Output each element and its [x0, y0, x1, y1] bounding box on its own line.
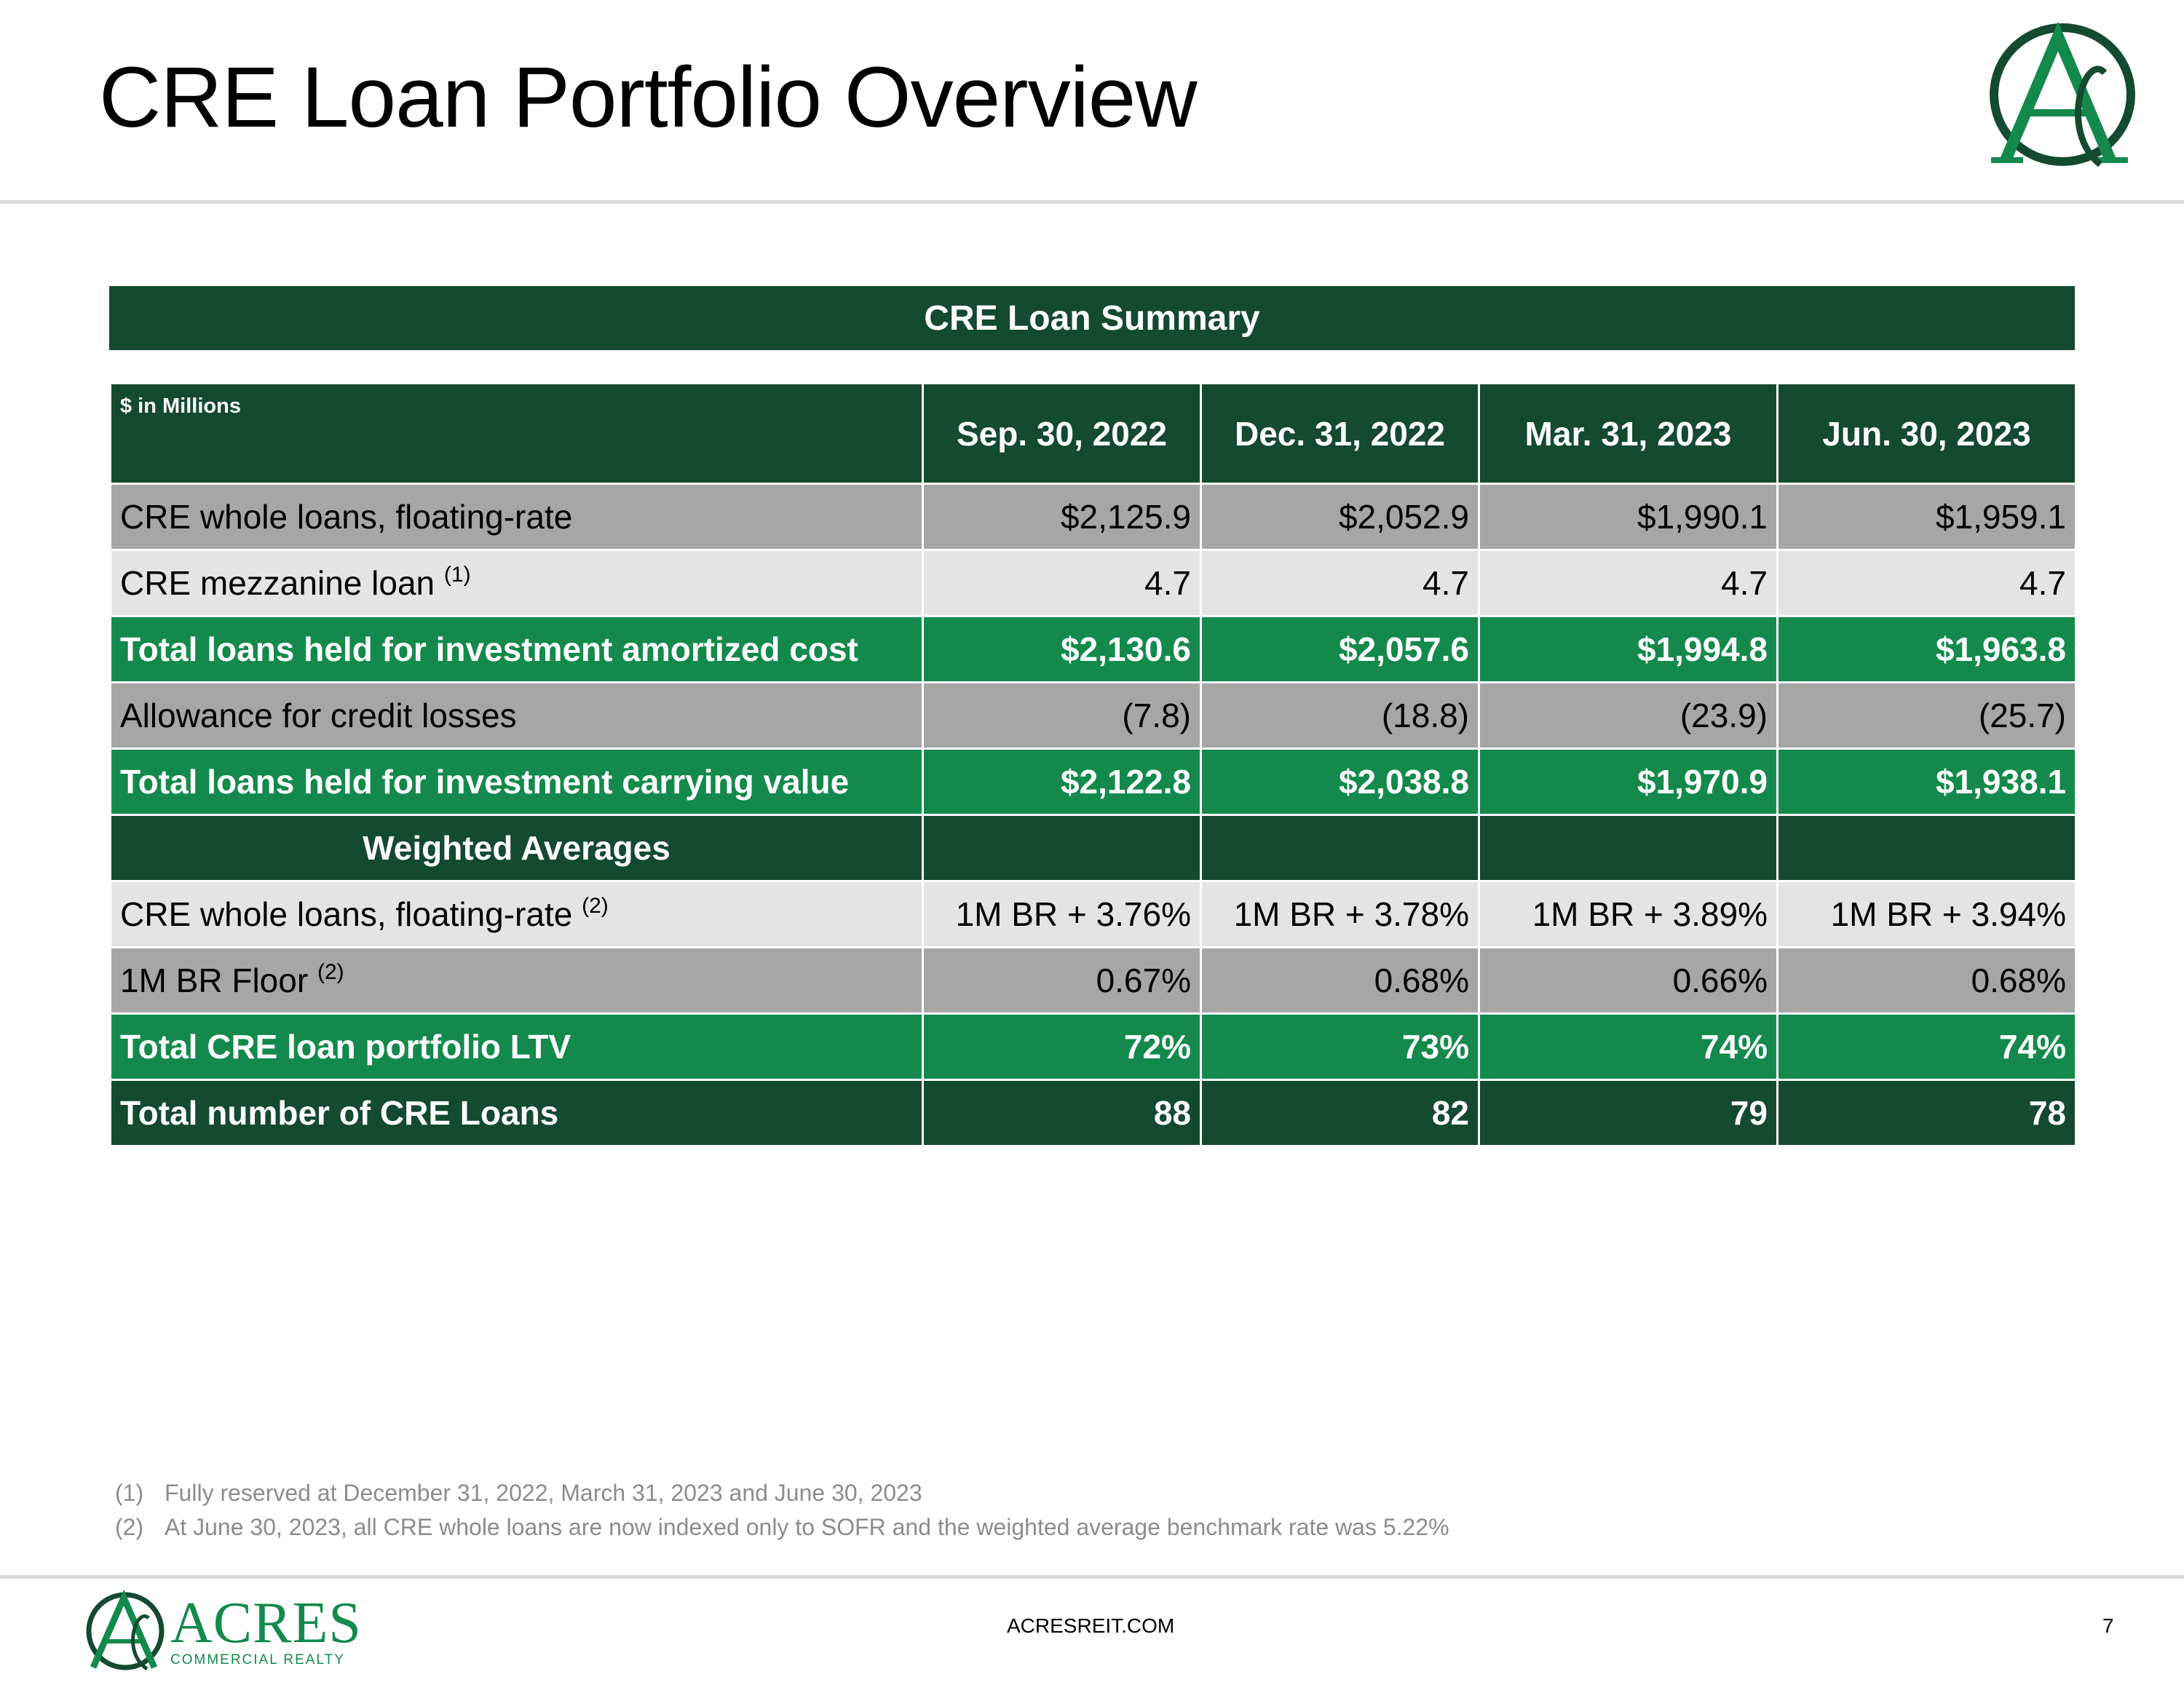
- cell-value: 4.7: [922, 549, 1202, 617]
- cell-value: 0.67%: [922, 946, 1202, 1015]
- column-header: Mar. 31, 2023: [1478, 382, 1779, 485]
- cell-value: 4.7: [1478, 549, 1779, 617]
- footnote-text: At June 30, 2023, all CRE whole loans ar…: [165, 1514, 1449, 1540]
- cell-value: 88: [922, 1079, 1202, 1147]
- cell-value: $1,938.1: [1776, 748, 2077, 816]
- column-header: Jun. 30, 2023: [1776, 382, 2077, 485]
- cell-value: 72%: [922, 1012, 1202, 1081]
- table-header-row: $ in Millions Sep. 30, 2022 Dec. 31, 202…: [109, 382, 2077, 485]
- cell-value: $2,038.8: [1200, 748, 1480, 816]
- cell-value: $2,125.9: [922, 483, 1202, 551]
- footer-divider: [0, 1575, 2184, 1579]
- cell-value: $1,990.1: [1478, 483, 1779, 551]
- row-label: Total number of CRE Loans: [109, 1079, 924, 1147]
- acres-logo-icon: [1990, 22, 2135, 167]
- table-title: CRE Loan Summary: [109, 286, 2075, 350]
- footnote-ref: (1): [443, 563, 471, 587]
- row-label: CRE whole loans, floating-rate: [109, 483, 924, 551]
- brand-wordmark: ACRES COMMERCIAL REALTY: [170, 1594, 362, 1668]
- cell-value: 1M BR + 3.78%: [1200, 880, 1480, 948]
- page-number: 7: [2102, 1614, 2114, 1637]
- row-label: Total loans held for investment amortize…: [109, 615, 924, 683]
- footnote-text: Fully reserved at December 31, 2022, Mar…: [165, 1480, 922, 1506]
- unit-label: $ in Millions: [109, 382, 924, 485]
- table-row: Allowance for credit losses (7.8) (18.8)…: [109, 681, 2077, 750]
- cell-value: $1,970.9: [1478, 748, 1779, 816]
- cell-value: (7.8): [922, 681, 1202, 750]
- cre-loan-summary-table: $ in Millions Sep. 30, 2022 Dec. 31, 202…: [109, 382, 2077, 1147]
- row-label: 1M BR Floor (2): [109, 946, 924, 1015]
- table-row: CRE whole loans, floating-rate (2) 1M BR…: [109, 880, 2077, 948]
- cell-value: [1478, 814, 1779, 882]
- cell-value: 4.7: [1200, 549, 1480, 617]
- table-row: CRE whole loans, floating-rate $2,125.9 …: [109, 483, 2077, 551]
- total-row: Total CRE loan portfolio LTV 72% 73% 74%…: [109, 1012, 2077, 1081]
- header-divider: [0, 200, 2184, 204]
- row-label: Total CRE loan portfolio LTV: [109, 1012, 924, 1081]
- row-label: Allowance for credit losses: [109, 681, 924, 750]
- cell-value: 74%: [1776, 1012, 2077, 1081]
- column-header: Dec. 31, 2022: [1200, 382, 1480, 485]
- cell-value: $2,122.8: [922, 748, 1202, 816]
- cell-value: (23.9): [1478, 681, 1779, 750]
- table-row: 1M BR Floor (2) 0.67% 0.68% 0.66% 0.68%: [109, 946, 2077, 1015]
- table-row: CRE mezzanine loan (1) 4.7 4.7 4.7 4.7: [109, 549, 2077, 617]
- cell-value: [1200, 814, 1480, 882]
- footnote: (2) At June 30, 2023, all CRE whole loan…: [115, 1510, 1449, 1545]
- cell-value: 1M BR + 3.89%: [1478, 880, 1779, 948]
- cell-value: $2,052.9: [1200, 483, 1480, 551]
- acres-a-monogram-icon: [86, 1589, 165, 1671]
- cell-value: (25.7): [1776, 681, 2077, 750]
- cell-value: $1,959.1: [1776, 483, 2077, 551]
- footnote-mark: (2): [115, 1514, 144, 1540]
- row-label: Total loans held for investment carrying…: [109, 748, 924, 816]
- cell-value: 0.68%: [1776, 946, 2077, 1015]
- website-link[interactable]: ACRESREIT.COM: [1007, 1614, 1175, 1637]
- total-row: Total loans held for investment carrying…: [109, 748, 2077, 816]
- section-label: Weighted Averages: [109, 814, 924, 882]
- cell-value: $1,963.8: [1776, 615, 2077, 683]
- total-row: Total number of CRE Loans 88 82 79 78: [109, 1079, 2077, 1147]
- cell-value: $2,130.6: [922, 615, 1202, 683]
- brand-name: ACRES: [170, 1591, 362, 1655]
- footnote: (1) Fully reserved at December 31, 2022,…: [115, 1476, 1449, 1510]
- footnote-mark: (1): [115, 1480, 144, 1506]
- cell-value: 1M BR + 3.76%: [922, 880, 1202, 948]
- column-header: Sep. 30, 2022: [922, 382, 1202, 485]
- brand-subtitle: COMMERCIAL REALTY: [170, 1652, 345, 1668]
- cell-value: $2,057.6: [1200, 615, 1480, 683]
- total-row: Total loans held for investment amortize…: [109, 615, 2077, 683]
- cell-value: [922, 814, 1202, 882]
- cell-value: 73%: [1200, 1012, 1480, 1081]
- cell-value: 4.7: [1776, 549, 2077, 617]
- cell-value: [1776, 814, 2077, 882]
- page-title: CRE Loan Portfolio Overview: [99, 49, 1198, 146]
- cell-value: 82: [1200, 1079, 1480, 1147]
- section-header-row: Weighted Averages: [109, 814, 2077, 882]
- row-label: CRE mezzanine loan (1): [109, 549, 924, 617]
- footnotes: (1) Fully reserved at December 31, 2022,…: [115, 1476, 1449, 1545]
- cell-value: 78: [1776, 1079, 2077, 1147]
- footnote-ref: (2): [582, 894, 609, 918]
- cell-value: 79: [1478, 1079, 1779, 1147]
- cell-value: 1M BR + 3.94%: [1776, 880, 2077, 948]
- footnote-ref: (2): [317, 960, 344, 984]
- cell-value: 0.68%: [1200, 946, 1480, 1015]
- cell-value: $1,994.8: [1478, 615, 1779, 683]
- cell-value: 0.66%: [1478, 946, 1779, 1015]
- cell-value: (18.8): [1200, 681, 1480, 750]
- cell-value: 74%: [1478, 1012, 1779, 1081]
- row-label: CRE whole loans, floating-rate (2): [109, 880, 924, 948]
